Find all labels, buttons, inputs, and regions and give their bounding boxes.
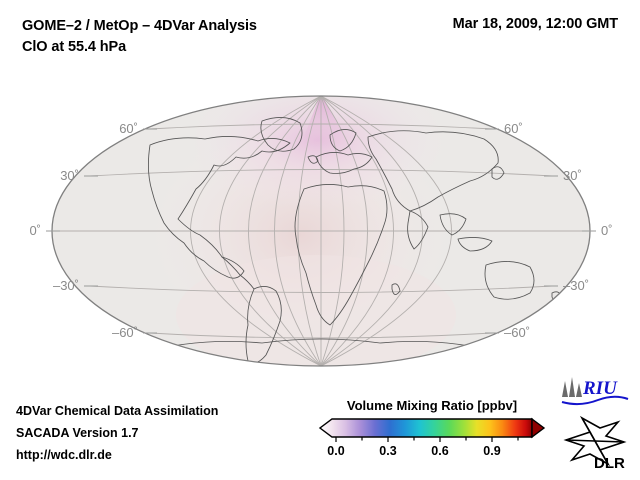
world-map: 60˚ 30˚ 0˚ –30˚ –60˚ 60˚ 30˚ 0˚ –30˚ –60… [0,85,640,375]
timestamp-label: Mar 18, 2009, 12:00 GMT [452,16,618,32]
label-lat-30n-right: 30˚ [563,168,582,183]
footer-credits: 4DVar Chemical Data Assimilation SACADA … [16,400,218,466]
colorbar-ticks [335,437,519,442]
label-lat-60s-left: –60˚ [112,325,138,340]
title-line-2: ClO at 55.4 hPa [22,39,127,55]
coast-australia [484,261,535,300]
meridian-90w [248,96,322,366]
label-lat-0-left: 0˚ [29,223,41,238]
label-lat-30s-left: –30˚ [53,278,79,293]
footer-line-2: SACADA Version 1.7 [16,426,139,440]
coast-europe [315,152,373,174]
cb-label-2: 0.6 [431,444,449,458]
field-southern-tint [176,255,456,366]
coast-madagascar [391,283,401,295]
coast-indonesia [457,236,493,252]
figure-title: GOME–2 / MetOp – 4DVar Analysis ClO at 5… [22,16,257,58]
meridian-150w [190,96,322,366]
riu-spires-icon [562,377,582,397]
riu-wordmark: RIU [582,378,618,399]
meridian-120e [320,96,423,366]
coast-southeast-asia [439,213,467,236]
colorbar-max-arrow [531,417,546,439]
coast-south-america [245,286,282,364]
coast-central-america [221,256,255,290]
label-lat-60n-right: 60˚ [504,121,523,136]
label-lat-30s-right: –30˚ [563,278,589,293]
label-lat-60n-left: 60˚ [119,121,138,136]
latitude-labels: 60˚ 30˚ 0˚ –30˚ –60˚ 60˚ 30˚ 0˚ –30˚ –60… [29,121,612,340]
riu-logo: RIU [558,375,630,414]
map-svg: 60˚ 30˚ 0˚ –30˚ –60˚ 60˚ 30˚ 0˚ –30˚ –60… [29,95,613,367]
meridian-60w [274,96,322,366]
graticule [52,96,590,366]
cb-label-1: 0.3 [379,444,397,458]
cb-label-3: 0.9 [483,444,501,458]
coast-british-isles [307,155,319,164]
clo-field-layer [150,96,456,366]
label-lat-0-right: 0˚ [601,223,613,238]
label-lat-30n-left: 30˚ [60,168,79,183]
coast-africa [294,184,388,326]
footer-line-3: http://wdc.dlr.de [16,448,112,462]
coast-scandinavia [329,129,357,152]
coast-india [407,210,429,250]
dlr-wordmark: DLR [594,455,625,470]
colorbar-swatch [318,417,546,442]
dlr-logo-svg: DLR [563,415,627,472]
riu-wave-icon [561,395,629,406]
dlr-logo: DLR [560,412,630,475]
cb-label-0: 0.0 [327,444,345,458]
footer-line-1: 4DVar Chemical Data Assimilation [16,404,219,418]
colorbar-title: Volume Mixing Ratio [ppbv] [346,398,518,413]
meridian-30e [320,96,345,366]
coast-north-america [147,136,291,279]
title-line-1: GOME–2 / MetOp – 4DVar Analysis [22,18,257,34]
meridian-60e [320,96,368,366]
colorbar-tick-labels: 0.0 0.3 0.6 0.9 [318,444,546,462]
dlr-pinwheel-icon [563,415,627,467]
colorbar: Volume Mixing Ratio [ppbv] 0.0 0.3 0.6 [318,398,546,462]
colorbar-body [318,418,533,438]
field-high-wedge [300,96,350,147]
coast-greenland [260,117,303,152]
coast-japan [491,166,505,180]
meridian-30w [297,96,322,366]
coast-asia [367,130,499,212]
label-lat-60s-right: –60˚ [504,325,530,340]
meridian-120w [219,96,322,366]
riu-logo-svg: RIU [561,377,629,406]
